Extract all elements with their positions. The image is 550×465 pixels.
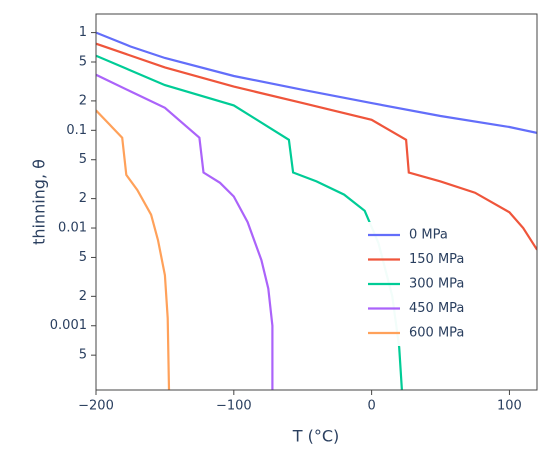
x-axis-title: T (°C) <box>292 427 340 446</box>
x-tick-label: −200 <box>78 399 114 414</box>
legend-label: 600 MPa <box>409 326 464 341</box>
x-tick-label: −100 <box>216 399 252 414</box>
series-line <box>96 109 171 390</box>
y-tick-label: 0.1 <box>66 123 87 138</box>
series-line <box>96 73 274 390</box>
series-line <box>96 31 537 134</box>
legend-label: 450 MPa <box>409 301 464 316</box>
y-tick-label: 2 <box>79 289 87 304</box>
series-line <box>96 42 537 251</box>
y-tick-label: 1 <box>79 25 87 40</box>
plot-frame <box>95 13 538 391</box>
y-tick-label: 0.001 <box>50 318 87 333</box>
y-tick-label: 0.01 <box>58 221 87 236</box>
y-tick-label: 5 <box>79 348 87 363</box>
y-tick-label: 5 <box>79 250 87 265</box>
y-tick-label: 2 <box>79 191 87 206</box>
y-tick-label: 2 <box>79 93 87 108</box>
y-axis-title: thinning, θ <box>30 159 49 245</box>
legend-label: 0 MPa <box>409 228 448 243</box>
legend-label: 150 MPa <box>409 252 464 267</box>
y-tick-label: 5 <box>79 152 87 167</box>
legend-label: 300 MPa <box>409 277 464 292</box>
x-tick-label: 0 <box>367 399 375 414</box>
x-tick-label: 100 <box>497 399 522 414</box>
y-tick-label: 5 <box>79 55 87 70</box>
